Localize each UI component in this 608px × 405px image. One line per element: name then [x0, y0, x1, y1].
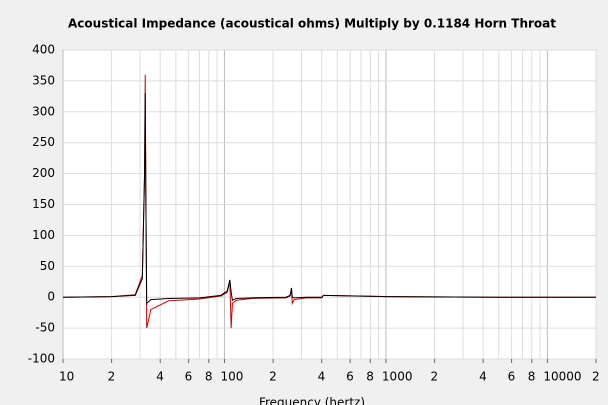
- x-axis-label: Frequency (hertz): [259, 396, 365, 405]
- x-tick-label: 6: [185, 370, 193, 384]
- x-tick-label: 100: [220, 370, 243, 384]
- series-line: [62, 93, 596, 305]
- y-tick-label: 400: [32, 43, 55, 57]
- y-tick-label: 300: [32, 104, 55, 118]
- y-tick-label: 0: [47, 290, 55, 304]
- y-tick-label: 150: [32, 197, 55, 211]
- x-tick-label: 2: [108, 370, 116, 384]
- grid: [62, 49, 597, 360]
- y-tick-label: 250: [32, 135, 55, 149]
- x-tick-label: 10000: [543, 370, 581, 384]
- x-tick-label: 10: [59, 370, 74, 384]
- x-tick-label: 8: [366, 370, 374, 384]
- x-tick-label: 2: [592, 370, 600, 384]
- y-tick-label: 100: [32, 228, 55, 242]
- x-tick-label: 2: [269, 370, 277, 384]
- x-tick-label: 4: [318, 370, 326, 384]
- x-tick-label: 6: [508, 370, 516, 384]
- lines: [62, 74, 596, 329]
- x-tick-label: 2: [431, 370, 439, 384]
- chart-title: Acoustical Impedance (acoustical ohms) M…: [68, 17, 556, 31]
- y-tick-label: 200: [32, 166, 55, 180]
- y-tick-label: -50: [35, 321, 55, 335]
- x-tick-label: 6: [346, 370, 354, 384]
- x-tick-label: 4: [479, 370, 487, 384]
- y-tick-label: 50: [40, 259, 55, 273]
- x-tick-label: 1000: [382, 370, 413, 384]
- x-tick-label: 8: [528, 370, 536, 384]
- x-tick-label: 8: [205, 370, 213, 384]
- y-tick-label: -100: [28, 352, 55, 366]
- y-tick-label: 350: [32, 73, 55, 87]
- x-tick-label: 4: [156, 370, 164, 384]
